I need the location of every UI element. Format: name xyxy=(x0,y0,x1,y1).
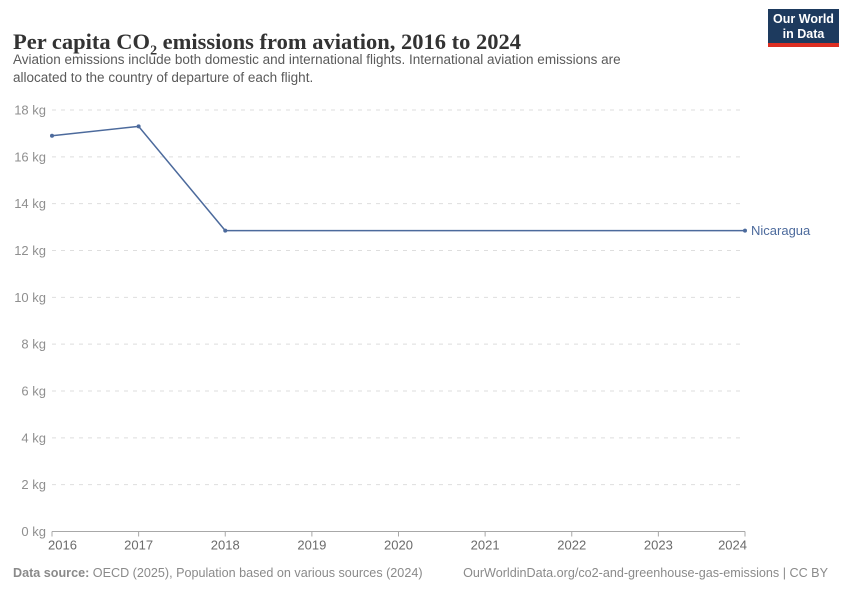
x-axis-tick-label: 2018 xyxy=(211,538,240,553)
series-line-nicaragua[interactable] xyxy=(51,125,746,232)
chart-title-text: Per capita CO xyxy=(13,29,151,55)
data-point-marker[interactable] xyxy=(136,124,141,129)
data-point-marker[interactable] xyxy=(223,228,228,233)
y-axis-tick-label: 14 kg xyxy=(14,196,46,211)
y-axis-tick-label: 0 kg xyxy=(21,524,46,539)
owid-logo: Our World in Data xyxy=(768,9,839,47)
x-axis-tick-label: 2017 xyxy=(124,538,153,553)
y-axis-tick-label: 8 kg xyxy=(21,337,46,352)
chart-subtitle-line1: Aviation emissions include both domestic… xyxy=(13,52,621,67)
x-axis-tick-label: 2023 xyxy=(644,538,673,553)
data-point-marker[interactable] xyxy=(743,228,747,233)
x-axis-tick-label: 2024 xyxy=(718,538,747,553)
y-axis-tick-label: 16 kg xyxy=(14,149,46,164)
chart-title: Per capita CO2 emissions from aviation, … xyxy=(13,29,713,58)
x-axis-tick-label: 2016 xyxy=(48,538,77,553)
y-axis-tick-label: 18 kg xyxy=(14,103,46,118)
data-source-text: OECD (2025), Population based on various… xyxy=(89,566,423,580)
entity-label-nicaragua[interactable]: Nicaragua xyxy=(751,223,811,238)
owid-logo-line2: in Data xyxy=(782,26,825,41)
x-axis-tick-label: 2020 xyxy=(384,538,413,553)
x-axis-tick-label: 2021 xyxy=(471,538,500,553)
owid-logo-line1: Our World xyxy=(773,12,834,26)
data-source-note: Data source: OECD (2025), Population bas… xyxy=(13,566,423,580)
x-axis-tick-label: 2022 xyxy=(557,538,586,553)
y-axis-tick-label: 10 kg xyxy=(14,290,46,305)
data-source-label: Data source: xyxy=(13,566,90,580)
y-axis-tick-label: 6 kg xyxy=(21,384,46,399)
chart-title-suffix: emissions from aviation, 2016 to 2024 xyxy=(157,29,521,55)
x-axis xyxy=(51,531,746,537)
y-axis-tick-label: 2 kg xyxy=(21,477,46,492)
chart-subtitle: Aviation emissions include both domestic… xyxy=(13,51,723,87)
chart-subtitle-line2: allocated to the country of departure of… xyxy=(13,70,314,85)
y-axis-tick-label: 12 kg xyxy=(14,243,46,258)
footer-link[interactable]: OurWorldinData.org/co2-and-greenhouse-ga… xyxy=(463,566,828,580)
y-axis-tick-label: 4 kg xyxy=(21,430,46,445)
chart-footer: Data source: OECD (2025), Population bas… xyxy=(13,566,828,580)
x-axis-tick-label: 2019 xyxy=(297,538,326,553)
co2-subscript: 2 xyxy=(150,43,158,59)
data-point-marker[interactable] xyxy=(50,133,54,138)
